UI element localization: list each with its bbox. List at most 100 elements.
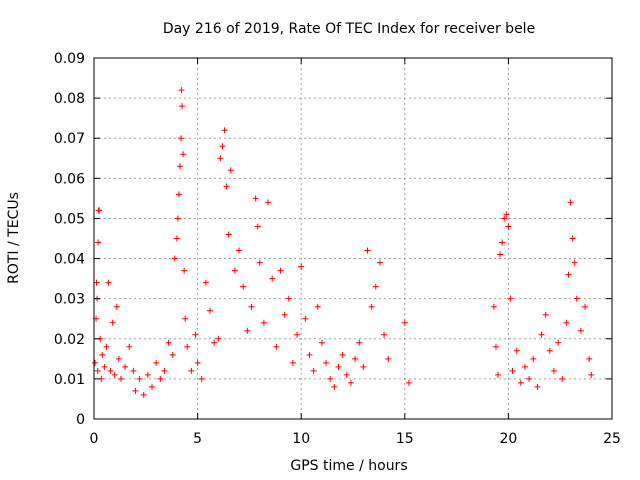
data-point — [368, 303, 375, 310]
data-point — [225, 231, 232, 238]
data-point — [289, 359, 296, 366]
data-point — [335, 363, 342, 370]
data-point — [360, 363, 367, 370]
x-tick-label: 25 — [603, 431, 621, 447]
data-point — [111, 371, 118, 378]
data-point — [92, 359, 99, 366]
data-point — [122, 363, 129, 370]
data-point — [115, 355, 122, 362]
data-point — [343, 371, 350, 378]
y-tick-label: 0.04 — [54, 252, 85, 268]
data-point — [171, 255, 178, 262]
data-point — [356, 339, 363, 346]
data-point — [273, 343, 280, 350]
data-point — [103, 343, 110, 350]
data-point — [188, 367, 195, 374]
data-point — [565, 271, 572, 278]
data-point — [492, 343, 499, 350]
axis-ticks: 0 0.01 0.02 0.03 0.04 0.05 0.06 0.07 0.08 0.09 0 5 1… — [54, 51, 621, 447]
data-point — [507, 295, 514, 302]
x-tick-label: 15 — [396, 431, 414, 447]
data-point — [586, 355, 593, 362]
data-point — [96, 207, 103, 214]
data-point — [381, 331, 388, 338]
data-point — [107, 367, 114, 374]
data-point — [176, 163, 183, 170]
data-point — [582, 303, 589, 310]
data-point — [385, 355, 392, 362]
data-point — [181, 267, 188, 274]
data-point — [339, 351, 346, 358]
data-point — [559, 375, 566, 382]
data-point — [105, 279, 112, 286]
y-tick-label: 0.09 — [54, 51, 85, 67]
data-point — [401, 319, 408, 326]
x-tick-label: 10 — [292, 431, 310, 447]
data-point — [352, 355, 359, 362]
data-point — [94, 367, 101, 374]
data-point — [509, 367, 516, 374]
data-point — [306, 351, 313, 358]
data-point — [372, 283, 379, 290]
data-point — [207, 307, 214, 314]
data-points — [92, 87, 595, 398]
data-point — [323, 359, 330, 366]
data-point — [569, 235, 576, 242]
data-point — [130, 367, 137, 374]
data-point — [327, 375, 334, 382]
data-point — [550, 367, 557, 374]
data-point — [534, 383, 541, 390]
data-point — [503, 211, 510, 218]
data-point — [347, 379, 354, 386]
data-point — [302, 315, 309, 322]
y-tick-label: 0.08 — [54, 91, 85, 107]
data-point — [513, 347, 520, 354]
data-point — [101, 363, 108, 370]
y-tick-label: 0.01 — [54, 372, 85, 388]
data-point — [223, 183, 230, 190]
y-tick-label: 0.03 — [54, 292, 85, 308]
data-point — [252, 195, 259, 202]
data-point — [298, 263, 305, 270]
data-point — [571, 259, 578, 266]
data-point — [236, 247, 243, 254]
data-point — [573, 295, 580, 302]
data-point — [364, 247, 371, 254]
data-point — [546, 347, 553, 354]
data-point — [178, 87, 185, 94]
y-tick-label: 0 — [76, 412, 85, 428]
data-point — [175, 191, 182, 198]
data-point — [198, 375, 205, 382]
y-axis-label: ROTI / TECUs — [6, 192, 22, 284]
data-point — [95, 239, 102, 246]
data-point — [331, 383, 338, 390]
data-point — [277, 267, 284, 274]
data-point — [117, 375, 124, 382]
data-point — [376, 259, 383, 266]
data-point — [227, 167, 234, 174]
data-point — [126, 343, 133, 350]
x-axis-label: GPS time / hours — [290, 458, 407, 474]
data-point — [517, 379, 524, 386]
data-point — [202, 279, 209, 286]
data-point — [318, 339, 325, 346]
data-point — [161, 367, 168, 374]
data-point — [144, 371, 151, 378]
data-point — [530, 355, 537, 362]
x-tick-label: 20 — [499, 431, 517, 447]
data-point — [217, 155, 224, 162]
data-point — [497, 251, 504, 258]
data-point — [505, 223, 512, 230]
data-point — [180, 151, 187, 158]
y-tick-label: 0.05 — [54, 211, 85, 227]
data-point — [256, 259, 263, 266]
y-tick-label: 0.06 — [54, 171, 85, 187]
data-point — [244, 327, 251, 334]
data-point — [192, 331, 199, 338]
data-point — [173, 235, 180, 242]
data-point — [109, 319, 116, 326]
data-point — [248, 303, 255, 310]
data-point — [499, 239, 506, 246]
data-point — [538, 331, 545, 338]
